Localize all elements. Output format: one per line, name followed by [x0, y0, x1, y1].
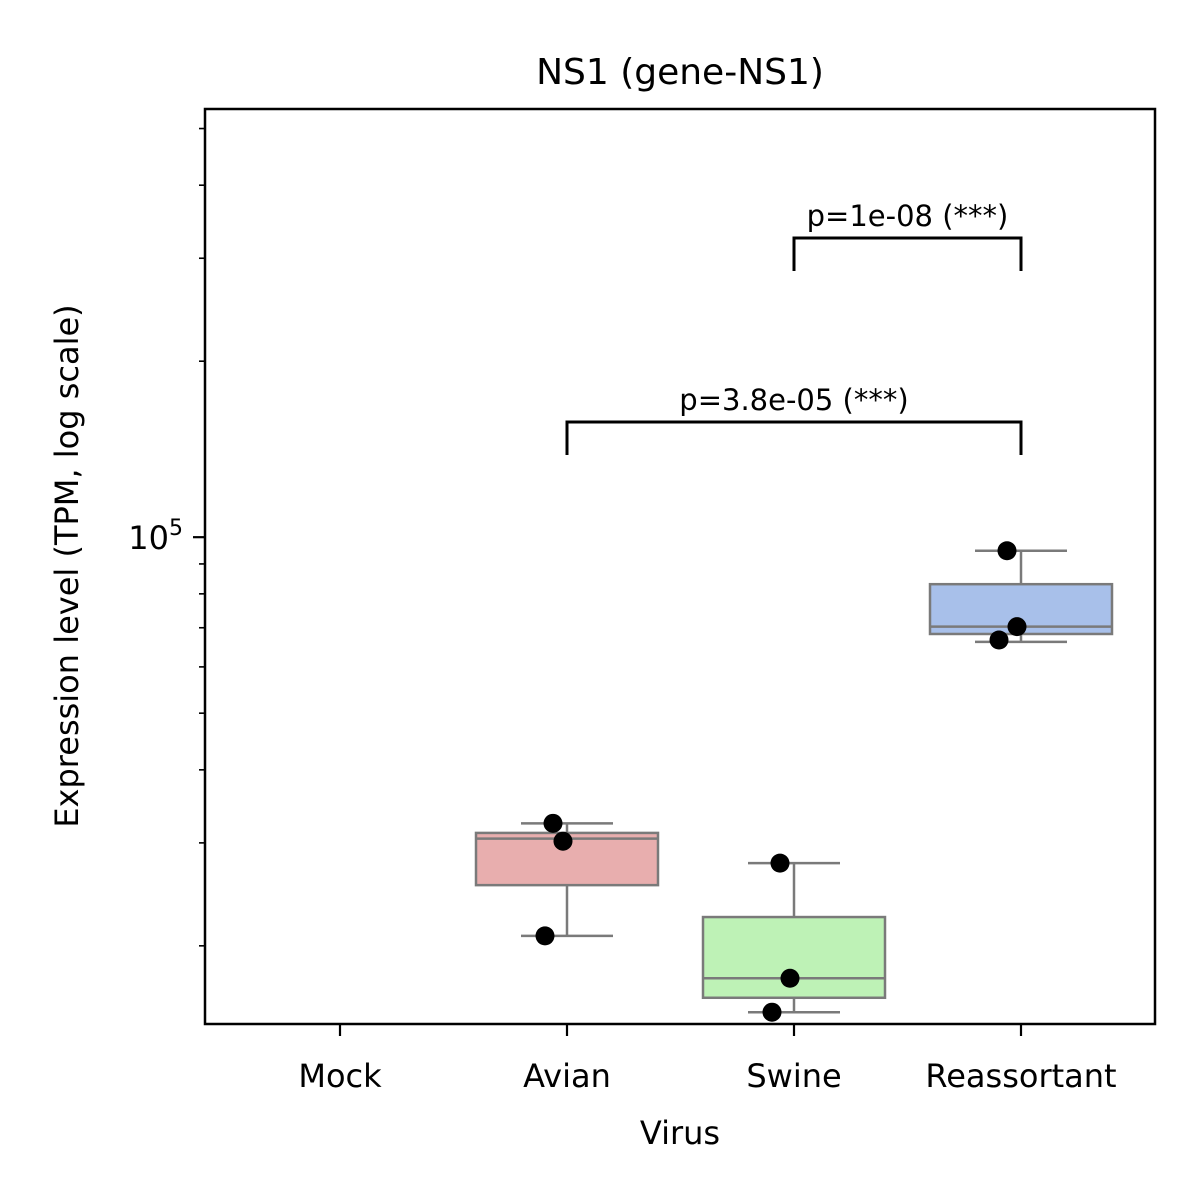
x-tick-label: Swine [746, 1057, 841, 1095]
data-point [770, 853, 790, 873]
x-tick-label: Mock [298, 1057, 382, 1095]
data-point [997, 541, 1017, 561]
data-point [780, 968, 800, 988]
significance-bracket [565, 420, 1023, 455]
data-point [989, 630, 1009, 650]
plot-area: 105 Mock Avian Swine Reassortant p=3.8e-05 (*… [128, 127, 1117, 1095]
p-value-label: p=1e-08 (***) [807, 199, 1009, 233]
y-axis-label: Expression level (TPM, log scale) [48, 304, 86, 827]
y-tick-label: 105 [128, 516, 183, 557]
chart-title: NS1 (gene-NS1) [536, 52, 824, 93]
data-point [543, 813, 563, 833]
significance-bracket [792, 236, 1023, 271]
x-tick-label: Avian [523, 1057, 611, 1095]
x-axis-label: Virus [640, 1114, 720, 1152]
data-point [1007, 617, 1027, 637]
data-point [553, 831, 573, 851]
p-value-label: p=3.8e-05 (***) [679, 383, 908, 417]
data-point [535, 926, 555, 946]
x-tick-label: Reassortant [925, 1057, 1116, 1095]
plot-frame [203, 107, 1157, 1026]
data-point [762, 1002, 782, 1022]
